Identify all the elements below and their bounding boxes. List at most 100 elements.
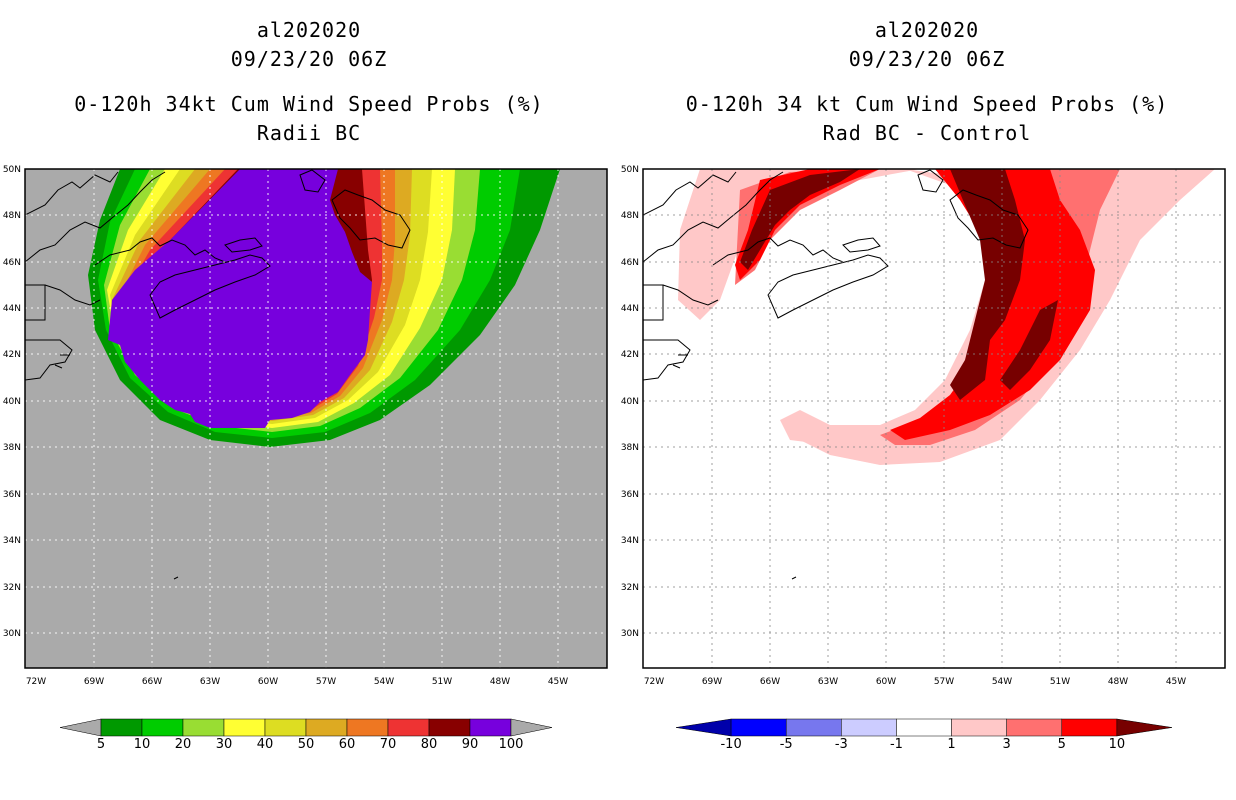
colorbar-label: 10 [1109,737,1126,752]
colorbar-swatch [264,718,307,737]
left-product: 0-120h 34kt Cum Wind Speed Probs (%) [74,92,544,116]
colorbar-swatch [223,718,266,737]
lon-tick-label: 45W [548,677,568,687]
colorbar-swatch [841,718,897,737]
lat-tick-label: 40N [3,397,21,407]
colorbar-label: 70 [380,737,397,752]
lon-tick-label: 57W [934,677,954,687]
lon-tick-label: 72W [26,677,46,687]
diff-1-3-east-outer [800,169,1215,465]
lat-tick-label: 50N [621,165,639,175]
colorbar-label: 100 [499,737,524,752]
lat-tick-label: 42N [621,350,639,360]
colorbar-label: -1 [890,737,903,752]
lat-tick-label: 32N [3,583,21,593]
left-subtitle: Radii BC [256,121,362,145]
lat-tick-label: 38N [3,443,21,453]
band-90-100 [108,169,372,428]
right-colorbar: -10 -5 -3 -1 1 3 5 10 [675,718,1173,752]
colorbar-label: -5 [780,737,793,752]
lon-tick-label: 54W [374,677,394,687]
lat-tick-label: 46N [3,258,21,268]
lon-tick-label: 60W [876,677,896,687]
lat-tick-label: 30N [621,629,639,639]
lat-tick-label: 46N [621,258,639,268]
lat-tick-label: 40N [621,397,639,407]
left-map-frame [24,168,608,669]
lon-tick-label: 69W [702,677,722,687]
lat-tick-label: 42N [3,350,21,360]
lat-tick-label: 36N [621,490,639,500]
lon-tick-label: 66W [142,677,162,687]
colorbar-swatch [141,718,184,737]
lon-tick-label: 45W [1166,677,1186,687]
colorbar-swatch [951,718,1007,737]
lon-tick-label: 72W [644,677,664,687]
left-storm-id: al202020 [256,18,362,42]
colorbar-swatch [387,718,430,737]
lat-tick-label: 48N [621,211,639,221]
lon-tick-label: 69W [84,677,104,687]
lon-tick-label: 48W [1108,677,1128,687]
lon-tick-label: 63W [200,677,220,687]
right-datetime: 09/23/20 06Z [848,47,1006,71]
lat-tick-label: 48N [3,211,21,221]
colorbar-label: 60 [339,737,356,752]
colorbar-end-left [59,718,102,737]
colorbar-end-right [510,718,553,737]
lat-tick-label: 44N [3,304,21,314]
colorbar-label: 10 [134,737,151,752]
left-datetime: 09/23/20 06Z [230,47,388,71]
colorbar-label: 90 [462,737,479,752]
colorbar-label: -3 [835,737,848,752]
lat-tick-label: 38N [621,443,639,453]
lat-tick-label: 50N [3,165,21,175]
right-storm-id: al202020 [874,18,980,42]
lon-tick-label: 63W [818,677,838,687]
right-map-frame [642,168,1226,669]
colorbar-swatch [182,718,225,737]
lat-tick-label: 44N [621,304,639,314]
colorbar-label: 30 [216,737,233,752]
right-product: 0-120h 34 kt Cum Wind Speed Probs (%) [685,92,1169,116]
colorbar-label: 40 [257,737,274,752]
left-map [24,168,608,669]
lon-tick-label: 54W [992,677,1012,687]
lon-tick-label: 60W [258,677,278,687]
lon-tick-label: 51W [432,677,452,687]
right-grid [643,169,1225,668]
colorbar-swatch [469,718,512,737]
right-map [642,168,1226,669]
colorbar-label: 5 [1058,737,1066,752]
lat-tick-label: 34N [621,536,639,546]
colorbar-label: 20 [175,737,192,752]
colorbar-swatch [896,718,952,737]
diff-1-3-west [678,169,920,320]
right-subtitle: Rad BC - Control [822,121,1032,145]
colorbar-label: 1 [947,737,955,752]
colorbar-label: 5 [97,737,105,752]
lat-tick-label: 34N [3,536,21,546]
colorbar-swatch [346,718,389,737]
diff-gt10-east-patch [1000,300,1058,390]
lon-tick-label: 48W [490,677,510,687]
left-title-block: al202020 09/23/20 06Z 0-120h 34kt Cum Wi… [9,16,609,148]
lon-tick-label: 51W [1050,677,1070,687]
right-title-block: al202020 09/23/20 06Z 0-120h 34 kt Cum W… [627,16,1227,148]
colorbar-end-left [675,718,732,737]
left-grid [25,169,607,668]
colorbar-label: 80 [421,737,438,752]
colorbar-swatch [428,718,471,737]
lon-tick-label: 57W [316,677,336,687]
colorbar-label: 50 [298,737,315,752]
lat-tick-label: 30N [3,629,21,639]
left-colorbar: 5 10 20 30 40 50 60 70 80 90 100 [59,718,553,752]
colorbar-swatch [785,718,842,737]
colorbar-label: 3 [1003,737,1011,752]
diff-gt10-east [950,169,1025,400]
lat-tick-label: 36N [3,490,21,500]
colorbar-swatch [1061,718,1118,737]
colorbar-end-right [1116,718,1173,737]
colorbar-swatch [305,718,348,737]
colorbar-swatch [730,718,787,737]
